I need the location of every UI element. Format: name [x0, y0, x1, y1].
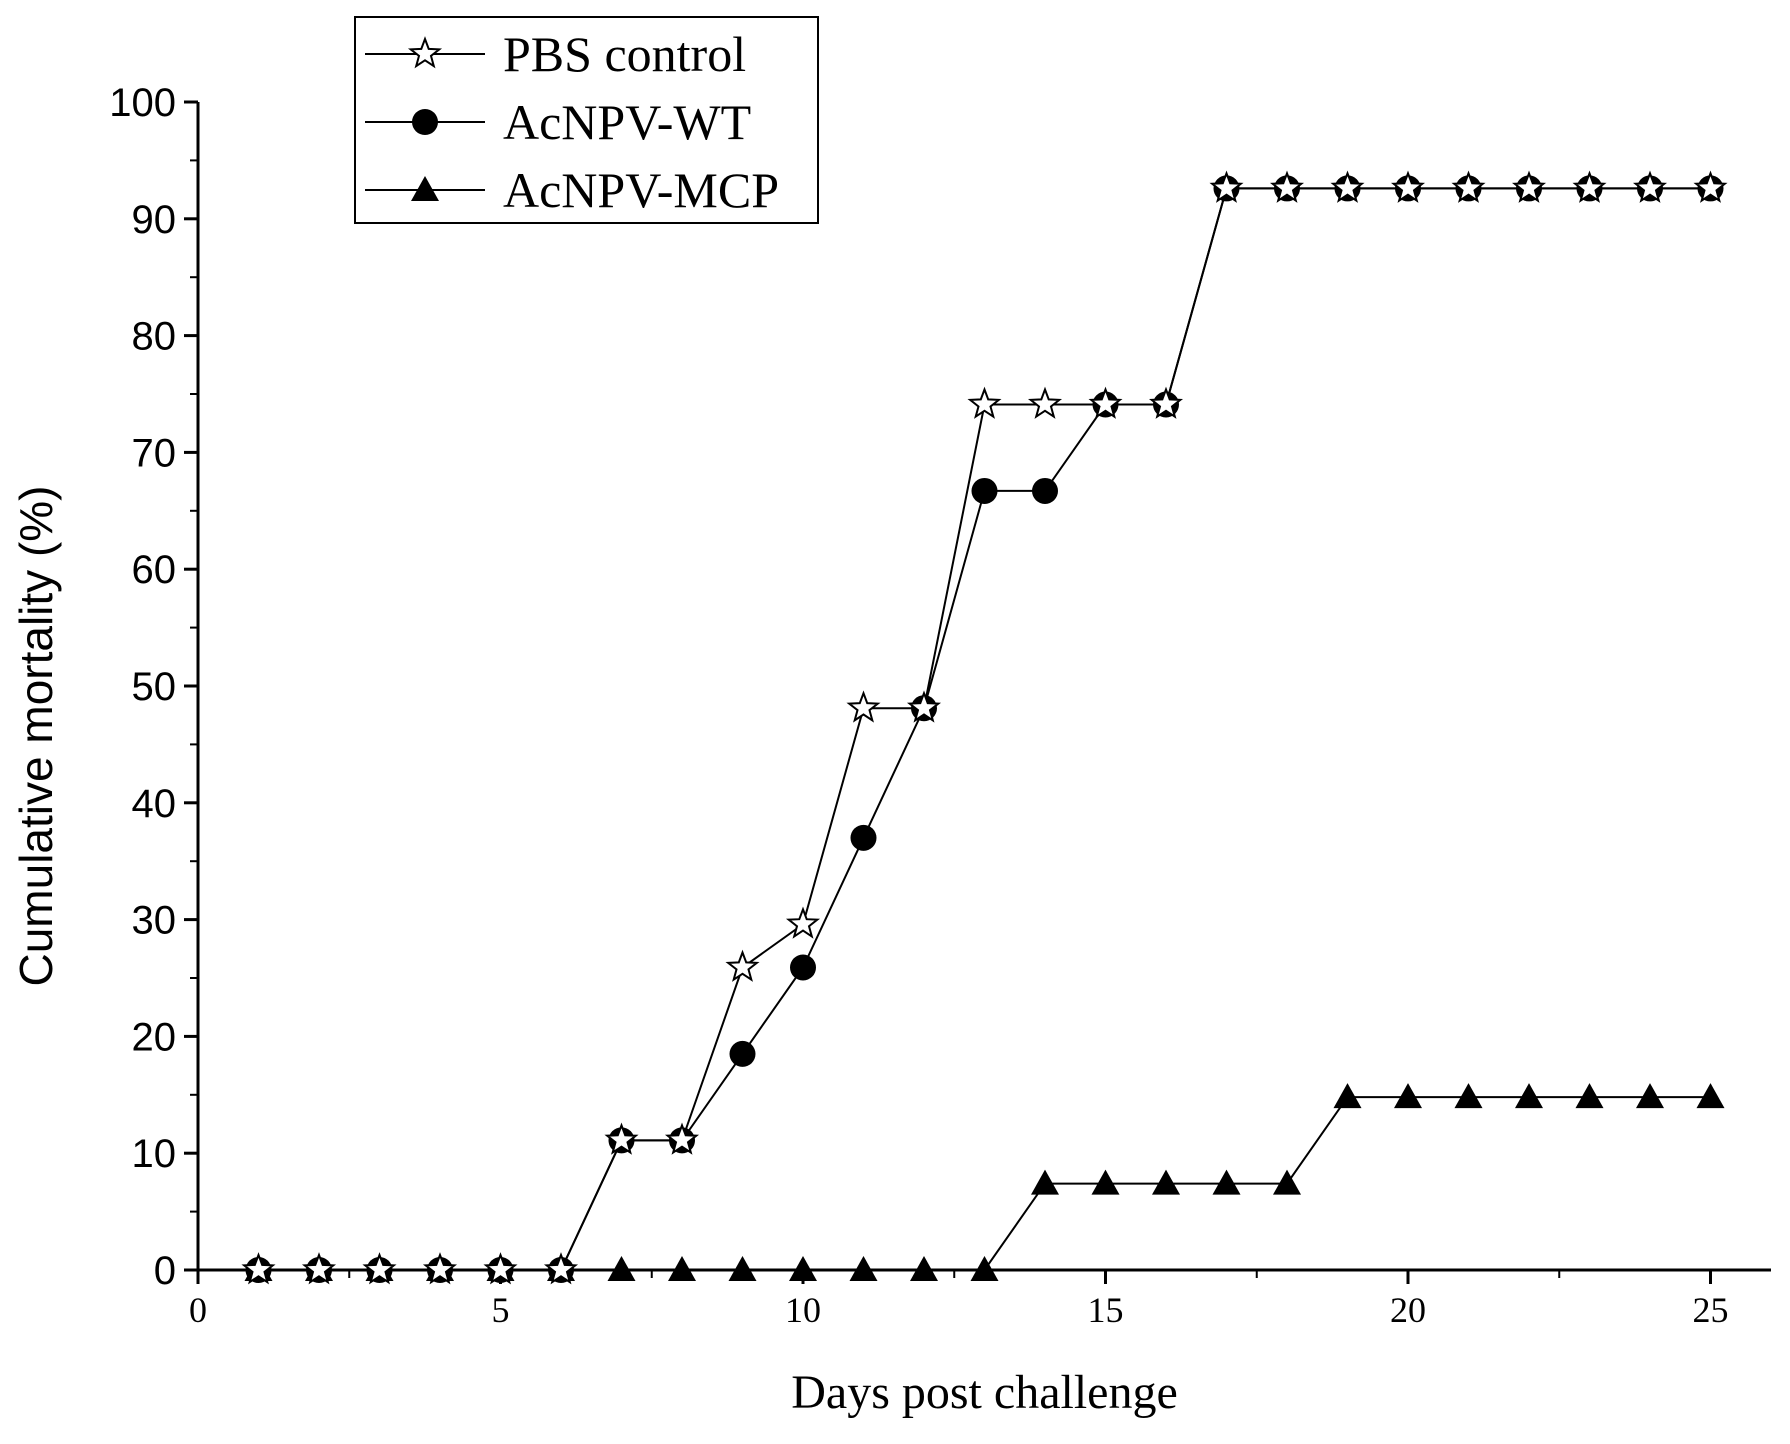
y-tick-label: 90 [132, 198, 177, 242]
data-point [1091, 1169, 1120, 1195]
data-point [422, 1252, 458, 1285]
series-line [258, 187, 1711, 1271]
x-tick-label: 15 [1088, 1290, 1124, 1330]
data-point [1515, 1083, 1543, 1109]
legend-marker [412, 109, 438, 135]
legend-marker [407, 36, 443, 69]
data-point [1632, 170, 1668, 203]
y-tick-label: 40 [132, 782, 177, 826]
data-point [790, 954, 816, 981]
data-point [668, 1256, 696, 1281]
legend-entries: PBS control AcNPV-WT AcNPV-MCP [365, 26, 779, 218]
y-tick-label: 100 [109, 81, 176, 125]
y-tick-label: 70 [132, 431, 177, 475]
x-axis-title: Days post challenge [791, 1366, 1178, 1419]
x-tick-label: 10 [785, 1290, 821, 1330]
data-point [967, 386, 1002, 419]
data-point [1209, 170, 1244, 203]
data-point [1511, 170, 1547, 203]
data-point [362, 1252, 397, 1285]
legend-entry: AcNPV-WT [365, 94, 751, 150]
data-point [1273, 1169, 1301, 1195]
data-point [729, 1040, 756, 1067]
data-point [604, 1122, 639, 1155]
data-point [1333, 1083, 1362, 1109]
y-ticks: 0 10 20 30 40 50 60 70 80 90 100 [109, 81, 198, 1293]
series-layer [241, 170, 1728, 1285]
data-point [910, 1256, 938, 1281]
data-point [849, 1256, 878, 1281]
data-point [1152, 1169, 1180, 1195]
data-point [1330, 170, 1365, 203]
legend-label: AcNPV-WT [503, 94, 751, 150]
legend-entry: PBS control [365, 26, 746, 82]
legend-marker [411, 176, 439, 201]
data-point [1394, 1083, 1422, 1109]
data-point [1212, 1169, 1241, 1195]
legend-label: PBS control [503, 26, 746, 82]
data-point [543, 1252, 579, 1285]
data-point [483, 1252, 518, 1285]
y-tick-label: 60 [132, 548, 177, 592]
series-acnpv-mcp [244, 1083, 1725, 1281]
y-tick-label: 20 [132, 1015, 177, 1059]
x-tick-label: 20 [1390, 1290, 1426, 1330]
data-point [1696, 1083, 1725, 1109]
legend-entry: AcNPV-MCP [365, 162, 779, 218]
series-line [258, 1096, 1711, 1271]
data-point [970, 1256, 999, 1281]
plot-area: 0 10 20 30 40 50 60 70 80 90 100 0 5 10 15 20 25 [109, 81, 1771, 1330]
legend: PBS control AcNPV-WT AcNPV-MCP [354, 16, 819, 224]
data-point [1088, 386, 1123, 419]
data-point [1027, 386, 1063, 419]
x-tick-label: 5 [492, 1290, 510, 1330]
data-point [607, 1256, 636, 1281]
data-point [906, 690, 942, 723]
data-point [1390, 170, 1426, 203]
data-point [846, 690, 881, 723]
y-tick-label: 30 [132, 899, 177, 943]
data-point [1575, 1083, 1604, 1109]
data-point [728, 1256, 757, 1281]
data-point [1636, 1083, 1664, 1109]
data-point [1454, 1083, 1483, 1109]
y-tick-label: 80 [132, 315, 177, 359]
x-tick-label: 25 [1693, 1290, 1729, 1330]
legend-label: AcNPV-MCP [503, 162, 779, 218]
y-tick-label: 10 [132, 1132, 177, 1176]
series-acnpv-wt [245, 175, 1724, 1283]
y-tick-label: 50 [132, 665, 177, 709]
data-point [1031, 1169, 1059, 1195]
data-point [241, 1252, 276, 1285]
data-point [1269, 170, 1305, 203]
y-axis-title: Cumulative mortality (%) [10, 486, 62, 987]
data-point [1451, 170, 1486, 203]
data-point [1572, 170, 1607, 203]
data-point [1148, 386, 1184, 419]
x-tick-label: 0 [189, 1290, 207, 1330]
data-point [1032, 477, 1058, 504]
data-point [789, 1256, 817, 1281]
data-point [725, 949, 760, 982]
data-point [850, 824, 877, 851]
y-tick-label: 0 [154, 1249, 176, 1293]
data-point [1693, 170, 1728, 203]
series-line [258, 187, 1711, 1271]
series-pbs-control [241, 170, 1728, 1285]
data-point [664, 1122, 700, 1155]
x-ticks: 0 5 10 15 20 25 [189, 1270, 1729, 1330]
data-point [785, 906, 821, 939]
data-point [301, 1252, 337, 1285]
data-point [971, 477, 998, 504]
